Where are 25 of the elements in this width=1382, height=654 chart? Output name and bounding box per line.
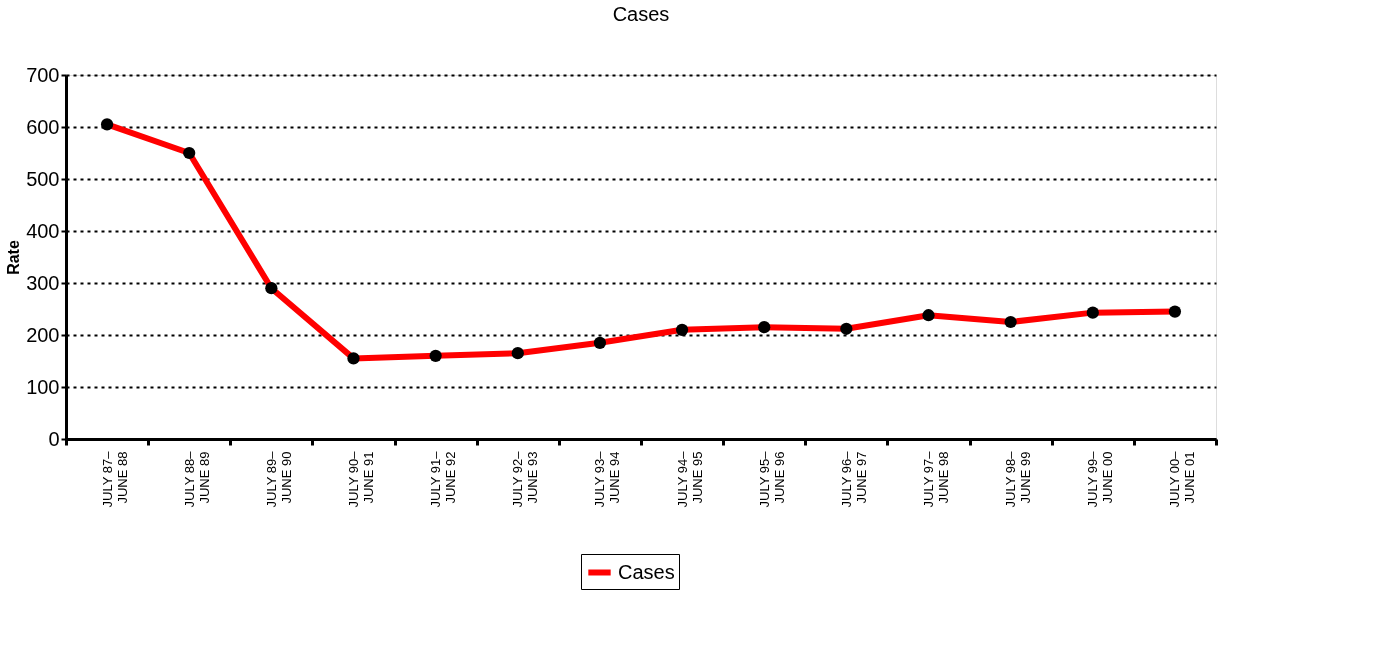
x-tick-label: JULY 00– JUNE 01 xyxy=(1167,450,1198,508)
y-tick-label: 600 xyxy=(26,115,60,138)
y-tick-label: 200 xyxy=(26,323,60,346)
y-tick-label: 500 xyxy=(26,167,60,190)
x-tick-label: JULY 99– JUNE 00 xyxy=(1085,450,1116,508)
x-tick-label: JULY 96– JUNE 97 xyxy=(838,450,869,508)
x-tick-label: JULY 94– JUNE 95 xyxy=(674,450,705,508)
legend-label: Cases xyxy=(618,560,675,583)
x-tick-label: JULY 93– JUNE 94 xyxy=(592,450,623,508)
x-tick-label: JULY 97– JUNE 98 xyxy=(921,450,951,508)
y-tick-label: 100 xyxy=(26,375,60,398)
x-tick-label: JULY 88– JUNE 89 xyxy=(181,450,212,508)
y-tick-label: 700 xyxy=(26,63,60,86)
x-tick-label: JULY 95– JUNE 96 xyxy=(756,450,787,508)
y-tick-label: 400 xyxy=(26,219,60,242)
y-tick-label: 300 xyxy=(26,271,60,294)
chart-title: Cases xyxy=(612,3,670,25)
x-tick-label: JULY 90– JUNE 91 xyxy=(346,450,376,508)
x-tick-label: JULY 92– JUNE 93 xyxy=(510,450,541,508)
x-tick-label: JULY 98– JUNE 99 xyxy=(1003,450,1034,508)
y-tick-label: 0 xyxy=(48,427,60,450)
x-tick-label: JULY 91– JUNE 92 xyxy=(428,450,459,508)
x-tick-label: JULY 87– JUNE 88 xyxy=(99,450,130,508)
y-axis-title: Rate xyxy=(5,240,23,275)
x-tick-label: JULY 89– JUNE 90 xyxy=(263,450,294,508)
